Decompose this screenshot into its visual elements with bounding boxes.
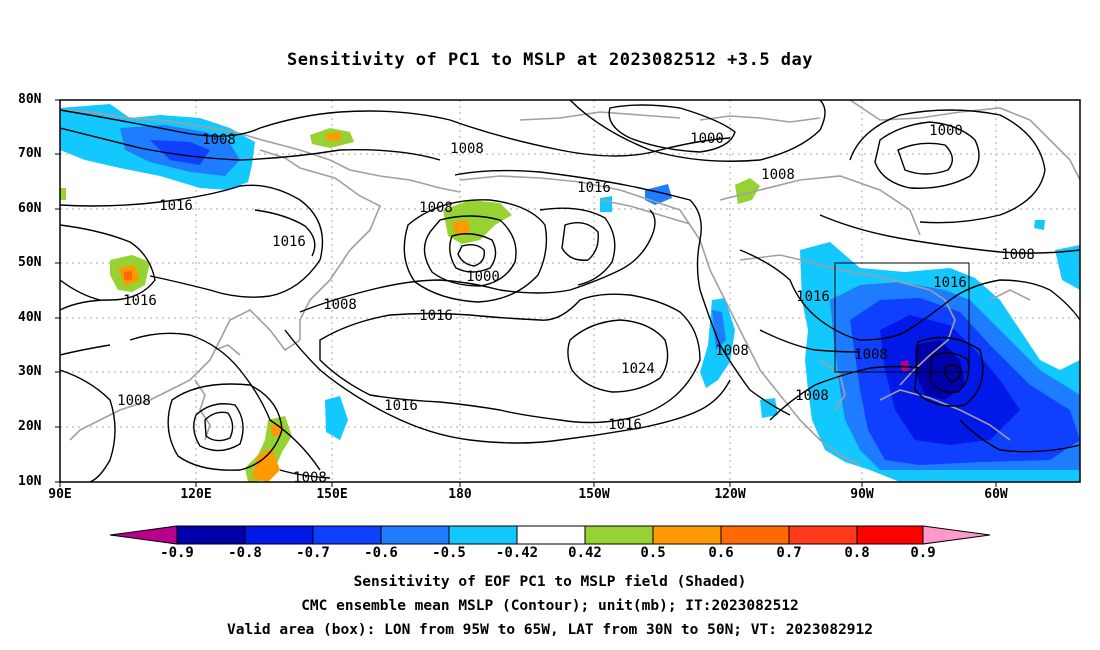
lon-label-120w: 120W xyxy=(714,487,746,502)
colorbar-segment xyxy=(856,525,924,545)
colorbar-segment xyxy=(244,525,314,545)
contour-label: 1008 xyxy=(293,470,327,486)
mslp-contours xyxy=(60,100,1080,482)
contour-label: 1008 xyxy=(323,297,357,313)
contour-labels: 1008 1008 1016 1016 1016 1008 1000 1008 … xyxy=(117,123,1035,486)
contour-label: 1024 xyxy=(621,361,655,377)
lon-label-180: 180 xyxy=(448,487,472,502)
map-frame xyxy=(59,99,1081,483)
contour-label: 1008 xyxy=(202,132,236,148)
colorbar-label: 0.9 xyxy=(910,545,936,561)
colorbar-segment xyxy=(109,525,178,545)
colorbar-label: 0.7 xyxy=(776,545,802,561)
lon-label-120e: 120E xyxy=(180,487,212,502)
axis-ticks xyxy=(55,99,997,487)
contour-label: 1000 xyxy=(929,123,963,139)
colorbar-segment xyxy=(720,525,790,545)
contour-label: 1000 xyxy=(466,269,500,285)
lon-label-60w: 60W xyxy=(984,487,1008,502)
caption-line-1: Sensitivity of EOF PC1 to MSLP field (Sh… xyxy=(353,574,747,590)
colorbar-segment xyxy=(922,525,991,545)
colorbar-segment xyxy=(584,525,654,545)
colorbar-segment xyxy=(380,525,450,545)
contour-label: 1016 xyxy=(796,289,830,305)
contour-label: 1016 xyxy=(384,398,418,414)
colorbar-label: 0.5 xyxy=(640,545,666,561)
colorbar-label: -0.9 xyxy=(160,545,194,561)
contour-label: 1008 xyxy=(715,343,749,359)
contour-label: 1008 xyxy=(854,347,888,363)
lat-label-70n: 70N xyxy=(18,146,42,161)
colorbar-segment xyxy=(312,525,382,545)
contour-label: 1000 xyxy=(690,131,724,147)
colorbar-label: 0.8 xyxy=(844,545,870,561)
chart-title: Sensitivity of PC1 to MSLP at 2023082512… xyxy=(286,50,813,70)
colorbar-label: 0.42 xyxy=(568,545,602,561)
sensitivity-shading xyxy=(60,104,1080,482)
contour-label: 1016 xyxy=(608,417,642,433)
coastlines xyxy=(60,100,1080,466)
lat-label-30n: 30N xyxy=(18,364,42,379)
lat-label-60n: 60N xyxy=(18,201,42,216)
contour-label: 1016 xyxy=(577,180,611,196)
colorbar-label: -0.8 xyxy=(228,545,262,561)
lon-label-90e: 90E xyxy=(48,487,72,502)
valid-area-box xyxy=(834,262,970,373)
caption-line-2: CMC ensemble mean MSLP (Contour); unit(m… xyxy=(301,598,799,614)
contour-label: 1008 xyxy=(761,167,795,183)
colorbar-segment xyxy=(448,525,518,545)
lat-label-80n: 80N xyxy=(18,92,42,107)
colorbar-label: -0.42 xyxy=(495,545,539,561)
caption-line-3: Valid area (box): LON from 95W to 65W, L… xyxy=(226,622,873,638)
lon-label-150w: 150W xyxy=(578,487,610,502)
lon-label-150e: 150E xyxy=(316,487,348,502)
contour-label: 1016 xyxy=(419,308,453,324)
contour-label: 1016 xyxy=(123,293,157,309)
contour-label: 1016 xyxy=(159,198,193,214)
colorbar-label: 0.6 xyxy=(708,545,734,561)
contour-label: 1008 xyxy=(1001,247,1035,263)
contour-label: 1008 xyxy=(419,200,453,216)
lat-label-40n: 40N xyxy=(18,310,42,325)
colorbar-segment xyxy=(176,525,246,545)
lat-label-20n: 20N xyxy=(18,419,42,434)
colorbar-label: -0.6 xyxy=(364,545,398,561)
lat-label-50n: 50N xyxy=(18,255,42,270)
lon-label-90w: 90W xyxy=(850,487,874,502)
contour-label: 1008 xyxy=(117,393,151,409)
contour-label: 1016 xyxy=(272,234,306,250)
colorbar-label: -0.5 xyxy=(432,545,466,561)
contour-label: 1008 xyxy=(795,388,829,404)
colorbar-segment xyxy=(788,525,858,545)
contour-label: 1016 xyxy=(933,275,967,291)
lat-label-10n: 10N xyxy=(18,474,42,489)
colorbar-label: -0.7 xyxy=(296,545,330,561)
colorbar-segment xyxy=(516,525,586,545)
colorbar-segment xyxy=(652,525,722,545)
contour-label: 1008 xyxy=(450,141,484,157)
